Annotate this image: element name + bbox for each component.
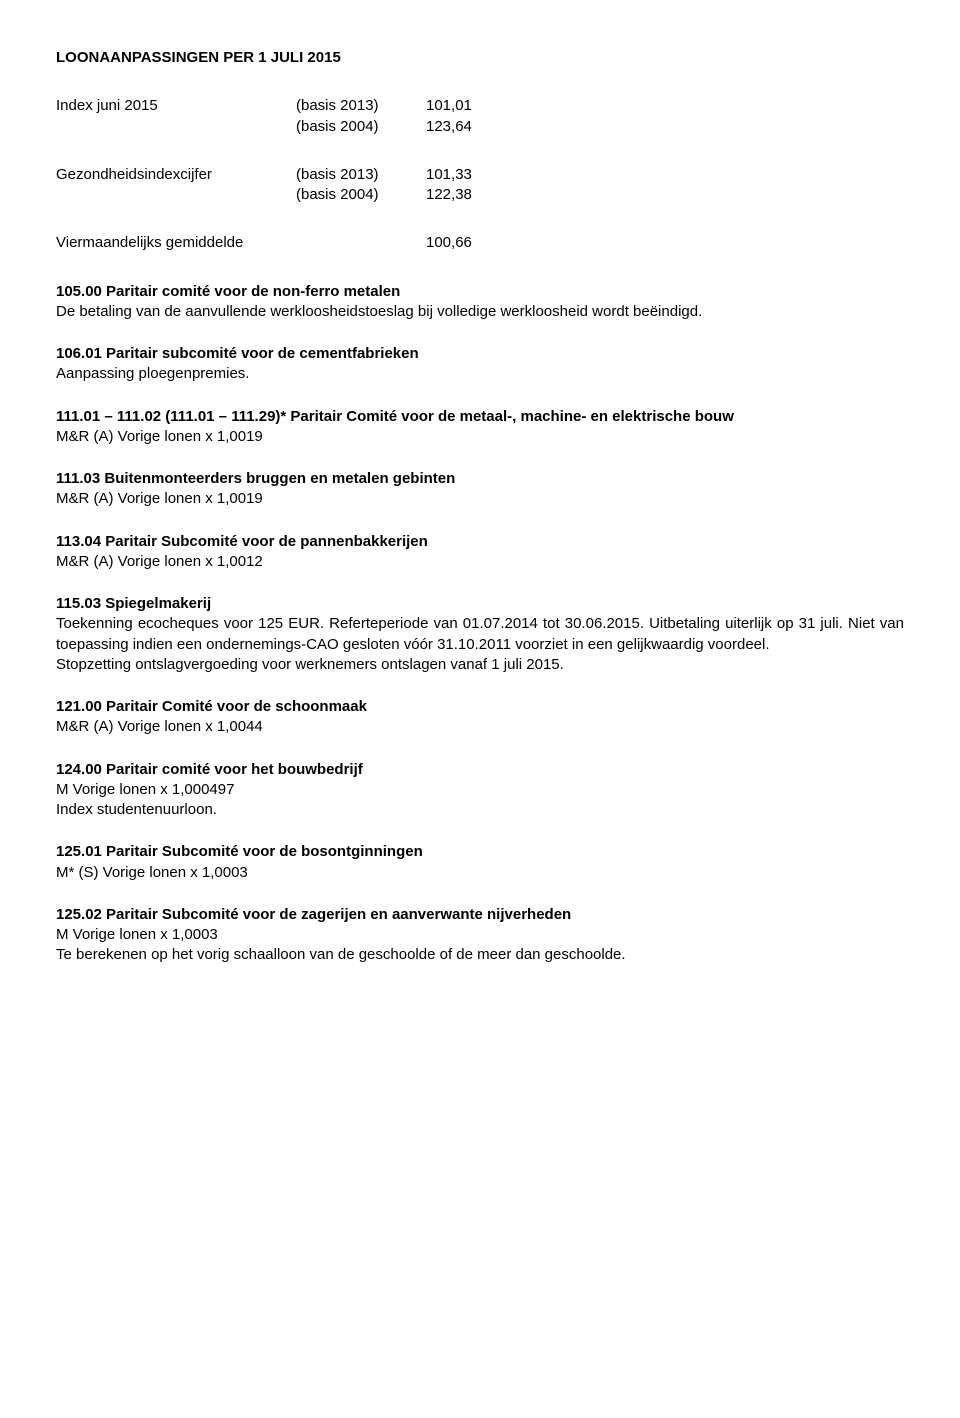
index-val-1: 101,01 [426,96,472,116]
section-105: 105.00 Paritair comité voor de non-ferro… [56,282,904,323]
section-105-title: 105.00 Paritair comité voor de non-ferro… [56,282,904,302]
gezond-label: Gezondheidsindexcijfer [56,165,296,185]
section-115-body1: Toekenning ecocheques voor 125 EUR. Refe… [56,614,904,655]
section-113-body: M&R (A) Vorige lonen x 1,0012 [56,552,904,572]
gezond-basis-2: (basis 2004) [296,185,426,205]
section-113-title: 113.04 Paritair Subcomité voor de pannen… [56,532,904,552]
index-block: Index juni 2015 (basis 2013) 101,01 (bas… [56,96,904,137]
section-124-body1: M Vorige lonen x 1,000497 [56,780,904,800]
index-row-1: Index juni 2015 (basis 2013) 101,01 [56,96,904,116]
section-111-03-title: 111.03 Buitenmonteerders bruggen en meta… [56,469,904,489]
section-106-body: Aanpassing ploegenpremies. [56,364,904,384]
section-111-body: M&R (A) Vorige lonen x 1,0019 [56,427,904,447]
section-125-01-body: M* (S) Vorige lonen x 1,0003 [56,863,904,883]
section-125-01: 125.01 Paritair Subcomité voor de bosont… [56,842,904,883]
section-125-02-body2: Te berekenen op het vorig schaalloon van… [56,945,904,965]
section-111-03-body: M&R (A) Vorige lonen x 1,0019 [56,489,904,509]
page-title: LOONAANPASSINGEN PER 1 JULI 2015 [56,48,904,68]
vier-label: Viermaandelijks gemiddelde [56,233,296,253]
section-105-body: De betaling van de aanvullende werkloosh… [56,302,904,322]
vier-row: Viermaandelijks gemiddelde 100,66 [56,233,904,253]
section-115-body2: Stopzetting ontslagvergoeding voor werkn… [56,655,904,675]
gezond-row-1: Gezondheidsindexcijfer (basis 2013) 101,… [56,165,904,185]
index-row-2: (basis 2004) 123,64 [56,117,904,137]
gezond-block: Gezondheidsindexcijfer (basis 2013) 101,… [56,165,904,206]
section-125-02: 125.02 Paritair Subcomité voor de zageri… [56,905,904,966]
section-125-01-title: 125.01 Paritair Subcomité voor de bosont… [56,842,904,862]
section-125-02-body1: M Vorige lonen x 1,0003 [56,925,904,945]
gezond-row-2: (basis 2004) 122,38 [56,185,904,205]
section-121: 121.00 Paritair Comité voor de schoonmaa… [56,697,904,738]
section-124-title: 124.00 Paritair comité voor het bouwbedr… [56,760,904,780]
section-115: 115.03 Spiegelmakerij Toekenning ecocheq… [56,594,904,675]
vier-val: 100,66 [426,233,472,253]
gezond-basis-1: (basis 2013) [296,165,426,185]
section-124: 124.00 Paritair comité voor het bouwbedr… [56,760,904,821]
section-125-02-title: 125.02 Paritair Subcomité voor de zageri… [56,905,904,925]
section-111-title: 111.01 – 111.02 (111.01 – 111.29)* Parit… [56,407,904,427]
section-106-title: 106.01 Paritair subcomité voor de cement… [56,344,904,364]
section-121-title: 121.00 Paritair Comité voor de schoonmaa… [56,697,904,717]
vier-block: Viermaandelijks gemiddelde 100,66 [56,233,904,253]
index-basis-1: (basis 2013) [296,96,426,116]
gezond-val-2: 122,38 [426,185,472,205]
gezond-val-1: 101,33 [426,165,472,185]
section-113: 113.04 Paritair Subcomité voor de pannen… [56,532,904,573]
index-basis-2: (basis 2004) [296,117,426,137]
section-106: 106.01 Paritair subcomité voor de cement… [56,344,904,385]
section-111: 111.01 – 111.02 (111.01 – 111.29)* Parit… [56,407,904,448]
section-124-body2: Index studentenuurloon. [56,800,904,820]
section-111-03: 111.03 Buitenmonteerders bruggen en meta… [56,469,904,510]
index-label: Index juni 2015 [56,96,296,116]
section-115-title: 115.03 Spiegelmakerij [56,594,904,614]
index-val-2: 123,64 [426,117,472,137]
section-121-body: M&R (A) Vorige lonen x 1,0044 [56,717,904,737]
